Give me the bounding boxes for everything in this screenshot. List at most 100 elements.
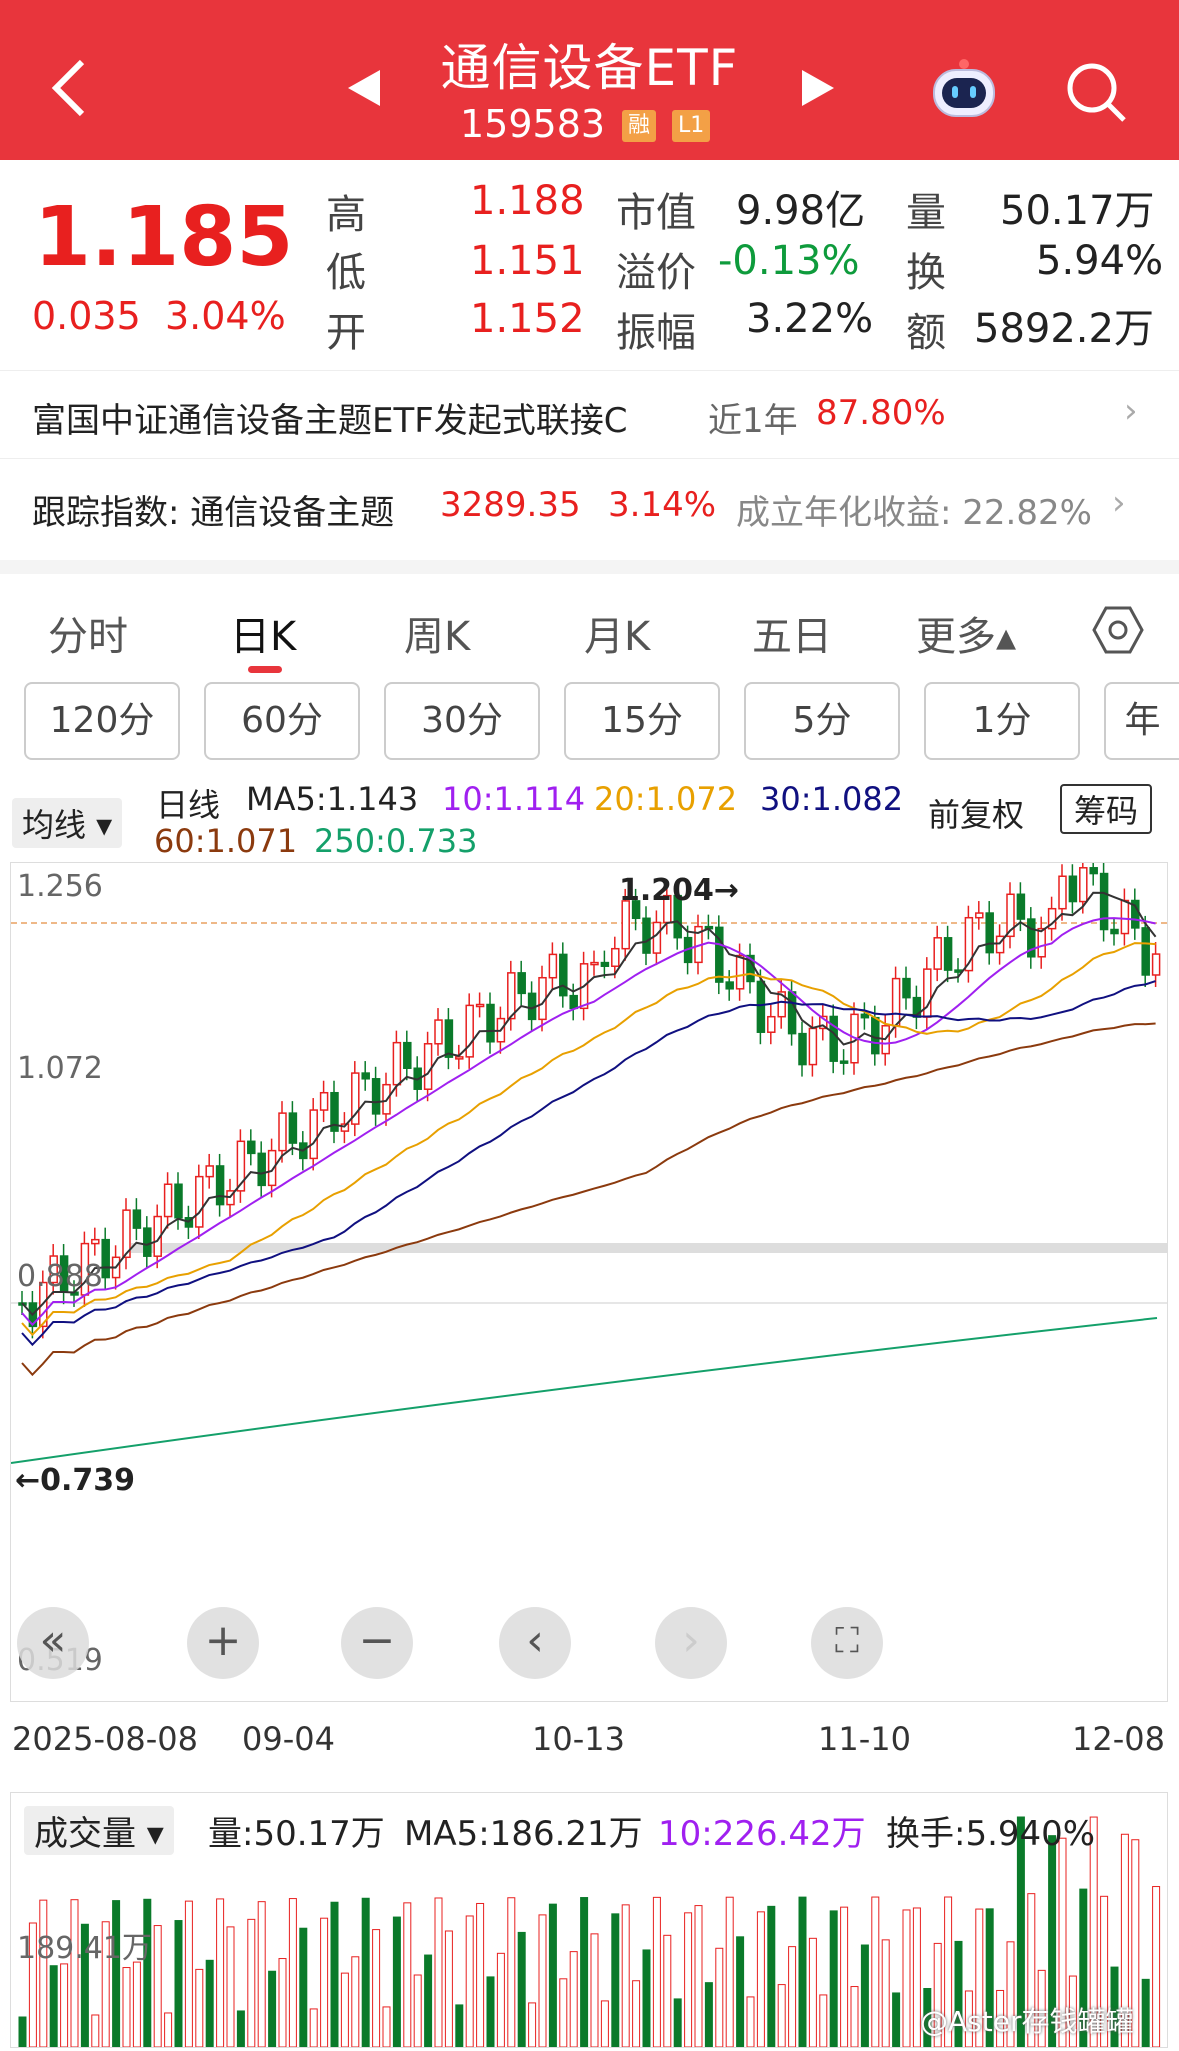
candle-body [444,1019,454,1058]
volume-bar [351,1956,360,2048]
volume-bar [507,1897,516,2048]
volume-bar [361,1897,370,2048]
candle-body [1027,918,1036,958]
volume-bar [299,1927,308,2048]
zoom-in-button[interactable]: + [187,1607,259,1679]
volume-bar [91,2014,100,2048]
volume-bar [704,1982,713,2048]
kline-chart[interactable]: 1.256 1.072 0.888 0.519 1.204→ ←0.739 « … [10,855,1168,1702]
fullscreen-icon[interactable]: ⛶ [811,1607,883,1679]
volume-bar [205,1959,214,2048]
candle-body [288,1112,298,1144]
ma10-line [21,917,1156,1327]
volume-bar [860,1944,869,2048]
candle-body [236,1140,246,1192]
adjust-mode[interactable]: 前复权 [928,796,1025,834]
volume-bar [60,1963,69,2048]
period-5m[interactable]: 5分 [744,682,900,760]
low-mark: ←0.739 [15,1463,136,1498]
tracking-index-row[interactable]: 跟踪指数: 通信设备主题 3289.35 3.14% 成立年化收益: 22.82… [0,458,1179,554]
linked-fund-period: 近1年 [708,401,798,441]
chevron-right-icon: › [1124,391,1138,431]
margin-badge: 融 [622,110,657,142]
volume-bar [216,1898,225,2048]
legend-ma10: 10:1.114 [442,780,586,818]
legend-ma5: MA5:1.143 [246,780,419,818]
candle-body [1110,928,1119,935]
rewind-button[interactable]: « [17,1607,89,1679]
volume-bar [70,1899,79,2048]
linked-fund-row[interactable]: 富国中证通信设备主题ETF发起式联接C 近1年 87.80% › [0,370,1179,458]
ma-legend: 均线 ▾ 日线 MA5:1.143 10:1.114 20:1.072 30:1… [0,780,1179,860]
chart-tabs: 分时 日K 周K 月K 五日 更多▴ [0,560,1179,673]
volume-bar [673,1998,682,2048]
last-price: 1.185 [34,190,294,285]
candle-body [517,972,526,995]
candle-body [132,1209,142,1229]
tab-monthly[interactable]: 月K [584,614,651,660]
candle-body [351,1072,360,1125]
search-icon[interactable] [1064,60,1128,124]
volume-bar [413,1974,422,2048]
robot-icon[interactable] [928,56,1000,120]
tab-weekly[interactable]: 周K [404,614,471,660]
tab-five-day[interactable]: 五日 [752,614,832,660]
volume-ma5: MA5:186.21万 [404,1814,643,1854]
stock-code: 159583 [460,102,606,146]
candle-body [434,1019,443,1045]
candle-body [767,1015,776,1033]
volume-bar [330,1901,339,2048]
volume-bar [611,1913,620,2048]
candle-body [507,972,516,1020]
candle-body [559,953,568,997]
zoom-out-button[interactable]: − [341,1607,413,1679]
volume-bar [496,1952,505,2048]
period-120m[interactable]: 120分 [24,682,180,760]
volume-bar [195,1968,204,2048]
period-30m[interactable]: 30分 [384,682,540,760]
candle-body [267,1149,277,1187]
level-badge: L1 [672,110,711,142]
volume-bar [309,2008,318,2048]
volume-bar [257,1901,266,2048]
candle-body [423,1043,433,1090]
high-value: 1.188 [470,178,585,224]
tab-intraday[interactable]: 分时 [48,614,128,660]
volume-bar [725,1896,734,2048]
period-60m[interactable]: 60分 [204,682,360,760]
candle-body [91,1238,100,1245]
y-tick-top: 1.256 [17,869,103,904]
premium-value: -0.13% [718,238,860,284]
volume-bar [288,1898,297,2048]
candle-body [1079,867,1088,903]
next-stock-icon[interactable] [802,70,834,106]
period-1m[interactable]: 1分 [924,682,1080,760]
candle-body [319,1091,329,1111]
tab-more[interactable]: 更多▴ [916,614,1017,660]
volume-select[interactable]: 成交量 ▾ [24,1806,174,1855]
candle-body [361,1072,370,1080]
y-tick-mid: 1.072 [17,1051,103,1086]
period-15m[interactable]: 15分 [564,682,720,760]
candle-body [652,921,662,954]
volume-bar [829,1910,838,2048]
candle-body [673,894,682,939]
pan-right-button[interactable]: › [655,1607,727,1679]
volume-bar [122,1967,131,2048]
candle-body [101,1238,110,1279]
prev-stock-icon[interactable] [348,70,380,106]
candle-body [205,1165,214,1178]
chips-button[interactable]: 筹码 [1060,784,1153,834]
ma-select[interactable]: 均线 ▾ [12,798,123,848]
candle-body [215,1165,225,1206]
volume-bar [320,1917,329,2048]
chevron-left-icon[interactable] [48,58,88,118]
candle-body [715,926,724,983]
open-label: 开 [326,310,366,356]
volume-bar [403,1902,412,2048]
volume-bar [226,1926,235,2048]
pan-left-button[interactable]: ‹ [499,1607,571,1679]
period-year[interactable]: 年 [1104,682,1179,760]
settings-icon[interactable] [1092,604,1144,656]
tab-daily[interactable]: 日K [230,614,297,660]
